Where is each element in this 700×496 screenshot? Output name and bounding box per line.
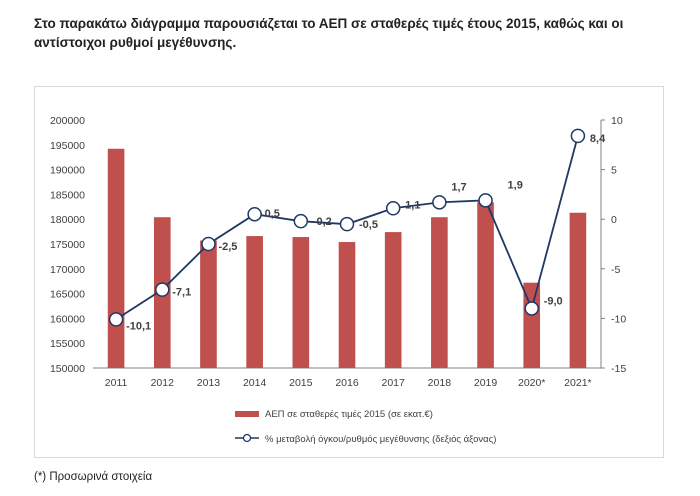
legend-line-label: % μεταβολή όγκου/ρυθμός μεγέθυνσης (δεξι…	[265, 434, 496, 445]
bar-2018	[431, 217, 448, 368]
chart-container: 150000 155000 160000 165000 170000 175000 1800…	[34, 86, 664, 458]
left-axis-tick-label: 175000	[50, 239, 85, 251]
data-label: 1,9	[508, 179, 523, 191]
footnote: (*) Προσωρινά στοιχεία	[34, 471, 153, 483]
left-axis-tick-label: 155000	[50, 338, 85, 350]
legend-line-marker	[242, 433, 252, 443]
data-label: 0,5	[265, 208, 280, 220]
x-tick-label: 2014	[243, 377, 267, 389]
left-axis-tick-label: 160000	[50, 313, 85, 325]
right-axis-tick-label: 0	[611, 214, 617, 226]
left-axis-tick-label: 185000	[50, 189, 85, 201]
left-axis-tick-label: 150000	[50, 363, 85, 375]
data-label: -7,1	[172, 287, 191, 299]
growth-rate-point	[478, 193, 493, 208]
bar-2014	[246, 236, 263, 368]
right-axis-tick-label: -10	[611, 313, 626, 325]
data-label: 1,7	[451, 181, 466, 193]
intro-paragraph: Στο παρακάτω διάγραμμα παρουσιάζεται το …	[34, 16, 624, 50]
growth-rate-point	[108, 312, 124, 327]
legend-bar-swatch	[235, 411, 259, 417]
bar-2019	[477, 202, 494, 368]
left-axis-tick-label: 200000	[50, 115, 85, 127]
left-axis-tick-label: 170000	[50, 264, 85, 276]
left-axis-tick-label: 180000	[50, 214, 85, 226]
growth-rate-point	[385, 201, 401, 216]
growth-rate-point	[432, 195, 447, 210]
right-axis-tick-label: -15	[611, 363, 626, 375]
data-label: -10,1	[126, 320, 151, 332]
x-tick-label: 2020*	[518, 377, 545, 389]
bar-2013	[200, 240, 217, 368]
growth-rate-point	[339, 216, 355, 232]
right-axis-tick-label: -5	[611, 264, 620, 276]
bar-2015	[292, 237, 310, 368]
left-axis-tick-label: 190000	[50, 165, 85, 177]
bar-2016	[338, 242, 356, 368]
x-tick-label: 2017	[382, 377, 406, 389]
x-tick-label: 2019	[474, 377, 498, 389]
data-label: 1,1	[405, 199, 420, 211]
right-axis-tick-label: 10	[611, 115, 623, 127]
x-tick-label: 2016	[335, 377, 359, 389]
data-label: -2,5	[218, 241, 237, 253]
data-label: -0,5	[359, 219, 378, 231]
growth-rate-point	[201, 236, 216, 252]
right-axis-tick-label: 5	[611, 165, 617, 177]
data-label: 8,4	[590, 133, 606, 145]
legend-bar-label: ΑΕΠ σε σταθερές τιμές 2015 (σε εκατ.€)	[265, 409, 433, 420]
combo-chart: 150000 155000 160000 165000 170000 175000 1800…	[50, 115, 626, 445]
data-label: -9,0	[544, 295, 563, 307]
bar-2021*	[569, 212, 587, 368]
growth-rate-point	[155, 282, 170, 297]
x-tick-label: 2012	[151, 377, 175, 389]
data-label: -0,2	[313, 216, 332, 228]
left-axis-tick-label: 195000	[50, 140, 85, 152]
growth-rate-point	[247, 206, 262, 222]
x-tick-label: 2015	[289, 377, 313, 389]
x-tick-label: 2011	[105, 377, 128, 389]
growth-rate-point	[524, 301, 539, 316]
bar-2017	[384, 232, 402, 368]
bar-2011	[107, 148, 125, 368]
left-axis-tick-label: 165000	[50, 289, 85, 301]
x-tick-label: 2021*	[564, 377, 591, 389]
growth-rate-point	[570, 128, 586, 144]
x-tick-label: 2018	[428, 377, 452, 389]
x-tick-label: 2013	[197, 377, 221, 389]
growth-rate-point	[293, 213, 309, 229]
